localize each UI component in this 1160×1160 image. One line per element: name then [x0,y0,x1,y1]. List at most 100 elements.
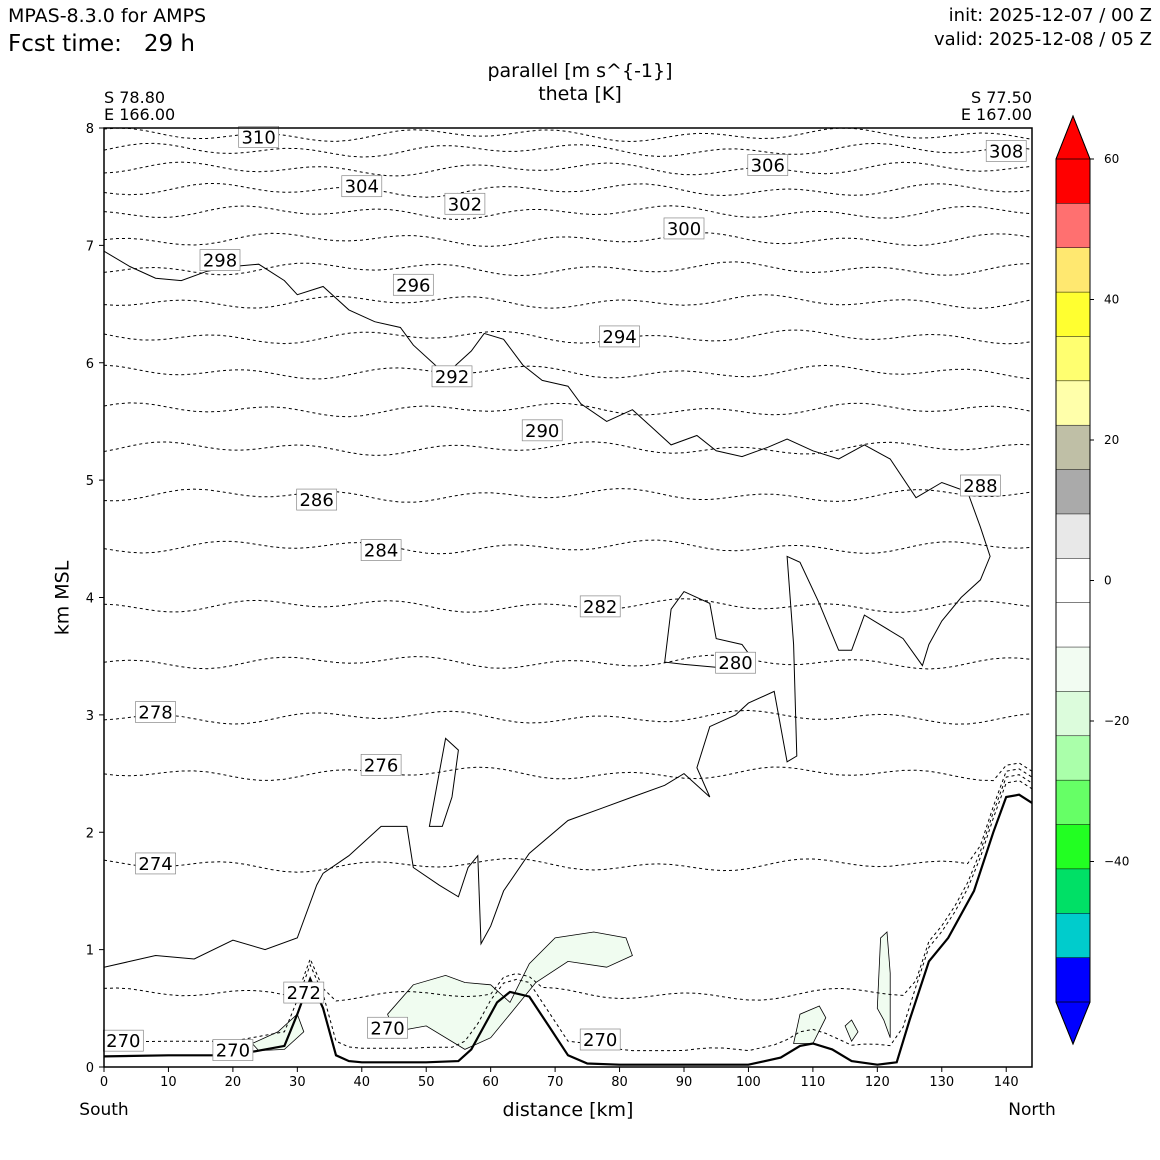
x-tick-label-110: 110 [800,1075,825,1090]
colorbar-segment-18 [1056,957,1090,1003]
wind-contour-loop [664,590,756,669]
theta-contour-298 [104,261,1032,277]
theta-contour-290 [104,402,1032,418]
theta-label-272-19: 272 [283,981,325,1004]
y-tick-label-8: 8 [86,122,94,137]
theta-label-text: 274 [138,854,172,875]
theta-label-box [599,325,640,348]
colorbar-segment-3 [1056,292,1090,337]
direction-north-label: North [1008,1100,1056,1120]
theta-label-300-5: 300 [663,217,705,240]
plot-frame [103,127,1033,1068]
colorbar-outline [1055,114,1091,1046]
theta-label-text: 292 [435,367,469,388]
right-endpoint-lon: E 167.00 [960,105,1032,124]
forecast-time: Fcst time: 29 h [8,31,195,57]
terrain-line [104,793,1032,1066]
y-tick-label-2: 2 [86,826,94,841]
theta-label-text: 300 [667,219,701,240]
colorbar-segment-7 [1056,469,1090,515]
theta-label-box [238,126,280,148]
theta-contours [104,128,1032,1052]
colorbar-tick-label-20: 20 [1104,433,1119,447]
theta-label-text: 306 [751,156,785,177]
theta-label-box [715,651,756,674]
theta-label-text: 276 [364,755,398,776]
y-tick-label-4: 4 [86,592,94,607]
colorbar-segment-13 [1056,735,1090,781]
colorbar: 60 40 20 0 −20 −40 [1055,114,1129,1046]
colorbar-tick-label-0: 0 [1104,574,1112,588]
theta-contour-306 [104,161,1032,177]
theta-label-text: 270 [106,1031,140,1052]
theta-label-box [579,595,621,618]
theta-label-box [444,192,486,215]
theta-contour-284 [104,539,1032,555]
x-tick-label-10: 10 [160,1075,177,1090]
theta-label-text: 298 [203,251,237,272]
theta-label-box [521,419,563,442]
theta-label-box [960,474,1001,497]
theta-contour-292 [104,364,1032,380]
left-endpoint-lat: S 78.80 [104,88,166,107]
zero-wind-contour [104,250,991,968]
theta-label-box [341,175,383,198]
theta-label-270-23: 270 [212,1039,254,1062]
theta-label-298-6: 298 [199,249,241,272]
theta-label-box [367,1016,408,1039]
theta-contour-272 [104,774,1032,1002]
theta-label-270-20: 270 [367,1016,408,1039]
colorbar-segment-5 [1056,380,1090,426]
theta-label-304-3: 304 [341,175,383,198]
x-tick-label-0: 0 [100,1075,108,1090]
theta-label-270-22: 270 [102,1029,144,1052]
theta-label-box [360,539,402,561]
x-tick-label-60: 60 [482,1075,499,1090]
x-tick-label-140: 140 [994,1075,1019,1090]
colorbar-segment-10 [1056,602,1090,648]
x-tick-label-80: 80 [611,1075,628,1090]
negative-wind-region-3 [793,1005,827,1044]
colorbar-segment-2 [1056,247,1090,293]
theta-label-284-13: 284 [360,539,402,562]
theta-label-text: 280 [718,653,752,674]
colorbar-segment-11 [1056,647,1090,692]
colorbar-segment-4 [1056,336,1090,382]
theta-label-text: 270 [216,1041,250,1062]
wind-contour-loop-2 [428,737,459,827]
theta-label-text: 302 [448,194,482,215]
theta-contour-280 [104,654,1032,670]
theta-label-box [199,249,241,271]
theta-label-286-12: 286 [296,488,338,511]
chart-title: parallel [m s^{-1}] [487,60,673,82]
x-tick-label-20: 20 [225,1075,242,1090]
negative-wind-region-1 [387,931,633,1050]
theta-contour-274 [104,768,1032,873]
theta-label-278-16: 278 [135,701,176,724]
init-time: init: 2025-12-07 / 00 Z [948,5,1152,26]
theta-label-292-9: 292 [431,365,473,388]
theta-label-box [663,217,705,240]
theta-label-274-18: 274 [135,852,176,875]
colorbar-segment-0 [1056,159,1090,204]
theta-label-text: 272 [287,983,321,1004]
x-tick-label-130: 130 [929,1075,954,1090]
colorbar-segment-14 [1056,780,1090,826]
theta-label-text: 294 [602,327,636,348]
theta-label-text: 286 [299,490,333,511]
theta-label-294-8: 294 [599,325,640,348]
theta-label-text: 284 [364,541,398,562]
colorbar-tick-label-60: 60 [1104,152,1119,166]
x-tick-label-90: 90 [676,1075,693,1090]
theta-label-310-0: 310 [238,126,280,148]
theta-label-text: 278 [138,703,172,724]
theta-label-box [296,488,338,511]
y-tick-label-5: 5 [86,474,94,489]
left-endpoint-lon: E 166.00 [104,105,176,124]
theta-label-276-17: 276 [360,753,402,776]
negative-wind-region-5 [876,931,891,1038]
colorbar-segment-1 [1056,203,1090,249]
y-tick-label-3: 3 [86,709,94,724]
theta-label-box [135,701,176,723]
theta-label-270-21: 270 [579,1028,621,1051]
